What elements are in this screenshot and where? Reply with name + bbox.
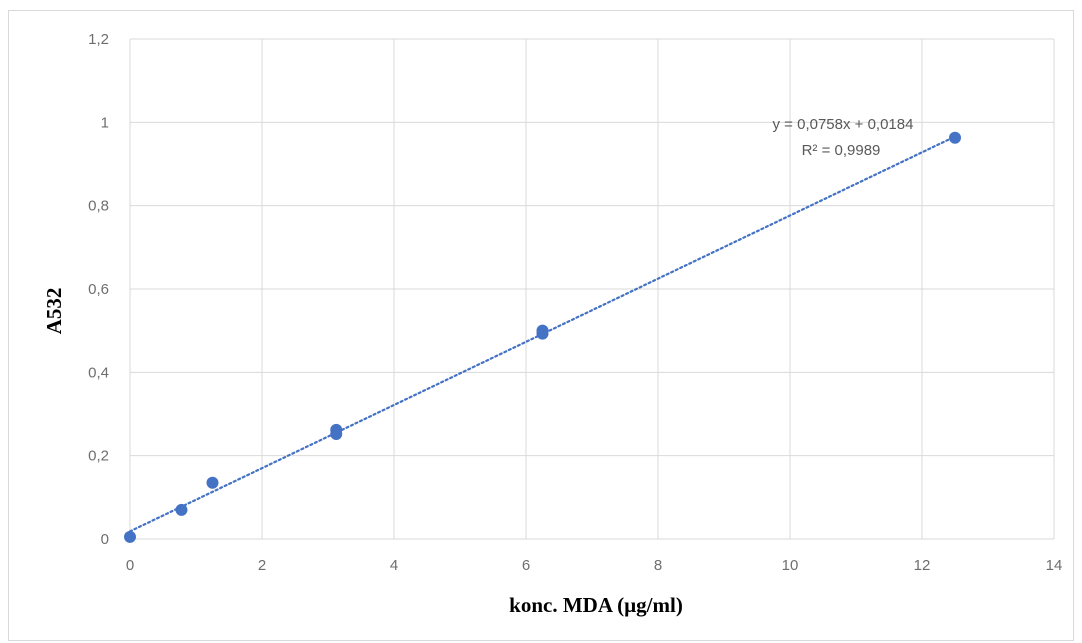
y-tick-label: 0,8: [88, 198, 109, 215]
y-tick-label: 1: [101, 114, 109, 131]
data-point: [330, 428, 343, 440]
x-tick-label: 10: [782, 557, 799, 574]
data-point: [175, 503, 188, 516]
x-tick-label: 4: [390, 557, 398, 574]
x-tick-label: 0: [126, 557, 134, 574]
y-tick-label: 0: [101, 531, 109, 548]
gridlines: [129, 38, 1055, 540]
y-tick-label: 0,2: [88, 448, 109, 465]
x-tick-label: 6: [522, 557, 530, 574]
x-tick-label: 2: [258, 557, 266, 574]
data-points: [124, 131, 961, 543]
y-axis-ticks: 0 0,2 0,4 0,6 0,8 1 1,2: [88, 31, 109, 548]
scatter-chart: 0 2 4 6 8 10 12 14 0 0,2 0,4 0,6 0,8 1 1,2 y = 0,0758…: [42, 31, 1063, 617]
trendline-r2: R² = 0,9989: [802, 142, 881, 159]
y-tick-label: 1,2: [88, 31, 109, 48]
x-tick-label: 8: [654, 557, 662, 574]
data-point: [206, 476, 219, 489]
x-tick-label: 14: [1046, 557, 1063, 574]
y-tick-label: 0,4: [88, 364, 109, 381]
x-tick-label: 12: [914, 557, 931, 574]
y-tick-label: 0,6: [88, 281, 109, 298]
y-axis-title: A532: [42, 288, 66, 335]
chart-frame: 0 2 4 6 8 10 12 14 0 0,2 0,4 0,6 0,8 1 1,2 y = 0,0758…: [8, 10, 1074, 641]
data-point: [536, 327, 549, 340]
data-point: [949, 131, 961, 144]
trendline-equation: y = 0,0758x + 0,0184: [773, 116, 914, 133]
x-axis-title: konc. MDA (µg/ml): [509, 593, 683, 617]
data-point: [124, 530, 136, 543]
x-axis-ticks: 0 2 4 6 8 10 12 14: [126, 557, 1063, 574]
